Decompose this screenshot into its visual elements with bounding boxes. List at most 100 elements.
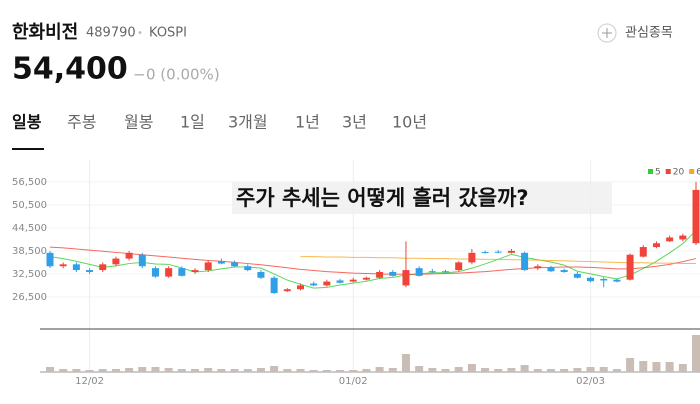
volume-bar <box>362 369 371 372</box>
tab[interactable]: 주봉 <box>67 113 96 132</box>
candle-body <box>204 262 212 271</box>
volume-bar <box>164 368 173 372</box>
separator-dot: • <box>137 28 143 39</box>
legend-swatch <box>648 169 653 174</box>
candle-body <box>151 268 159 277</box>
legend-label: 20 <box>673 168 685 178</box>
candle-body <box>270 277 278 294</box>
volume-bar <box>560 369 569 372</box>
candle-body <box>455 262 463 271</box>
volume-bar <box>125 368 134 372</box>
candle-body <box>402 270 410 286</box>
volume-bar <box>177 369 186 372</box>
stock-name: 한화비전 <box>12 22 78 43</box>
volume-bar <box>191 369 200 372</box>
volume-bar <box>296 369 305 372</box>
volume-bar <box>59 369 68 372</box>
volume-bar <box>375 367 384 372</box>
volume-bar <box>322 370 331 372</box>
legend-label: 5 <box>655 168 661 178</box>
candle-body <box>560 270 568 272</box>
volume-bar <box>336 370 345 372</box>
volume-bar <box>441 369 450 372</box>
volume-bar <box>388 368 397 372</box>
volume-bar <box>533 369 542 372</box>
volume-bar <box>309 370 318 372</box>
volume-bar <box>270 366 279 372</box>
banner-text: 주가 추세는 어떻게 흘러 갔을까? <box>236 186 529 210</box>
x-tick-label: 12/02 <box>75 376 104 387</box>
candle-body <box>323 281 331 286</box>
volume-bar <box>612 369 621 372</box>
candle-body <box>296 285 304 290</box>
plus-sign <box>602 28 612 38</box>
candle-body <box>587 277 595 282</box>
x-tick-label: 02/03 <box>576 376 605 387</box>
tab[interactable]: 10년 <box>392 113 427 132</box>
volume-bar <box>428 368 437 372</box>
tab[interactable]: 3년 <box>342 113 367 132</box>
candle-body <box>59 264 67 267</box>
candle-body <box>442 271 450 273</box>
volume-bar <box>349 370 358 372</box>
candle-body <box>507 250 515 253</box>
candle-body <box>231 262 239 267</box>
volume-bar <box>72 369 81 372</box>
candle-body <box>428 271 436 273</box>
tab[interactable]: 월봉 <box>124 113 153 132</box>
candle-body <box>666 237 674 242</box>
volume-bar <box>230 369 239 372</box>
candle-body <box>389 272 397 276</box>
volume-bar <box>98 369 107 372</box>
candle-body <box>112 258 120 265</box>
tab[interactable]: 1년 <box>295 113 320 132</box>
volume-bar <box>111 369 120 372</box>
ma-line <box>300 256 696 265</box>
candle-body <box>639 247 647 257</box>
volume-bar <box>283 369 292 372</box>
candle-body <box>138 254 146 267</box>
candle-body <box>652 243 660 248</box>
candle-body <box>336 280 344 283</box>
ma-line <box>49 230 697 289</box>
watch-button[interactable]: 관심종목 <box>597 23 673 43</box>
volume-bar <box>507 368 516 372</box>
candle-body <box>692 189 700 244</box>
legend-swatch <box>689 169 695 174</box>
candle-body <box>244 266 252 271</box>
candle-body <box>468 252 476 263</box>
tab[interactable]: 일봉 <box>12 113 42 132</box>
candle-body <box>521 252 529 271</box>
volume-bar <box>46 367 54 372</box>
stock-code: 489790 <box>86 26 136 41</box>
volume-bar <box>401 354 410 372</box>
tab[interactable]: 3개월 <box>228 113 268 132</box>
candle-body <box>415 268 423 276</box>
candle-body <box>613 279 621 282</box>
candle-body <box>46 252 54 267</box>
candle-body <box>86 270 94 272</box>
volume-bar <box>586 367 595 372</box>
price: 54,400 <box>12 52 128 87</box>
y-tick-label: 26,500 <box>12 292 47 303</box>
volume-bar <box>256 368 265 372</box>
ma-line <box>49 246 697 275</box>
volume-bar <box>217 369 226 372</box>
candle-body <box>494 251 502 253</box>
candle-body <box>283 289 291 292</box>
candle-body <box>362 277 370 280</box>
volume-bar <box>546 369 555 372</box>
candle-body <box>178 268 186 276</box>
volume-bar <box>494 369 503 372</box>
volume-bar <box>415 366 424 372</box>
volume-bar <box>243 369 252 372</box>
volume-bar <box>481 368 490 372</box>
volume-bar <box>692 335 700 372</box>
volume-bar <box>467 364 476 372</box>
market: KOSPI <box>149 26 187 41</box>
tab[interactable]: 1일 <box>180 113 205 132</box>
candle-body <box>349 279 357 282</box>
volume-bar <box>151 367 160 372</box>
